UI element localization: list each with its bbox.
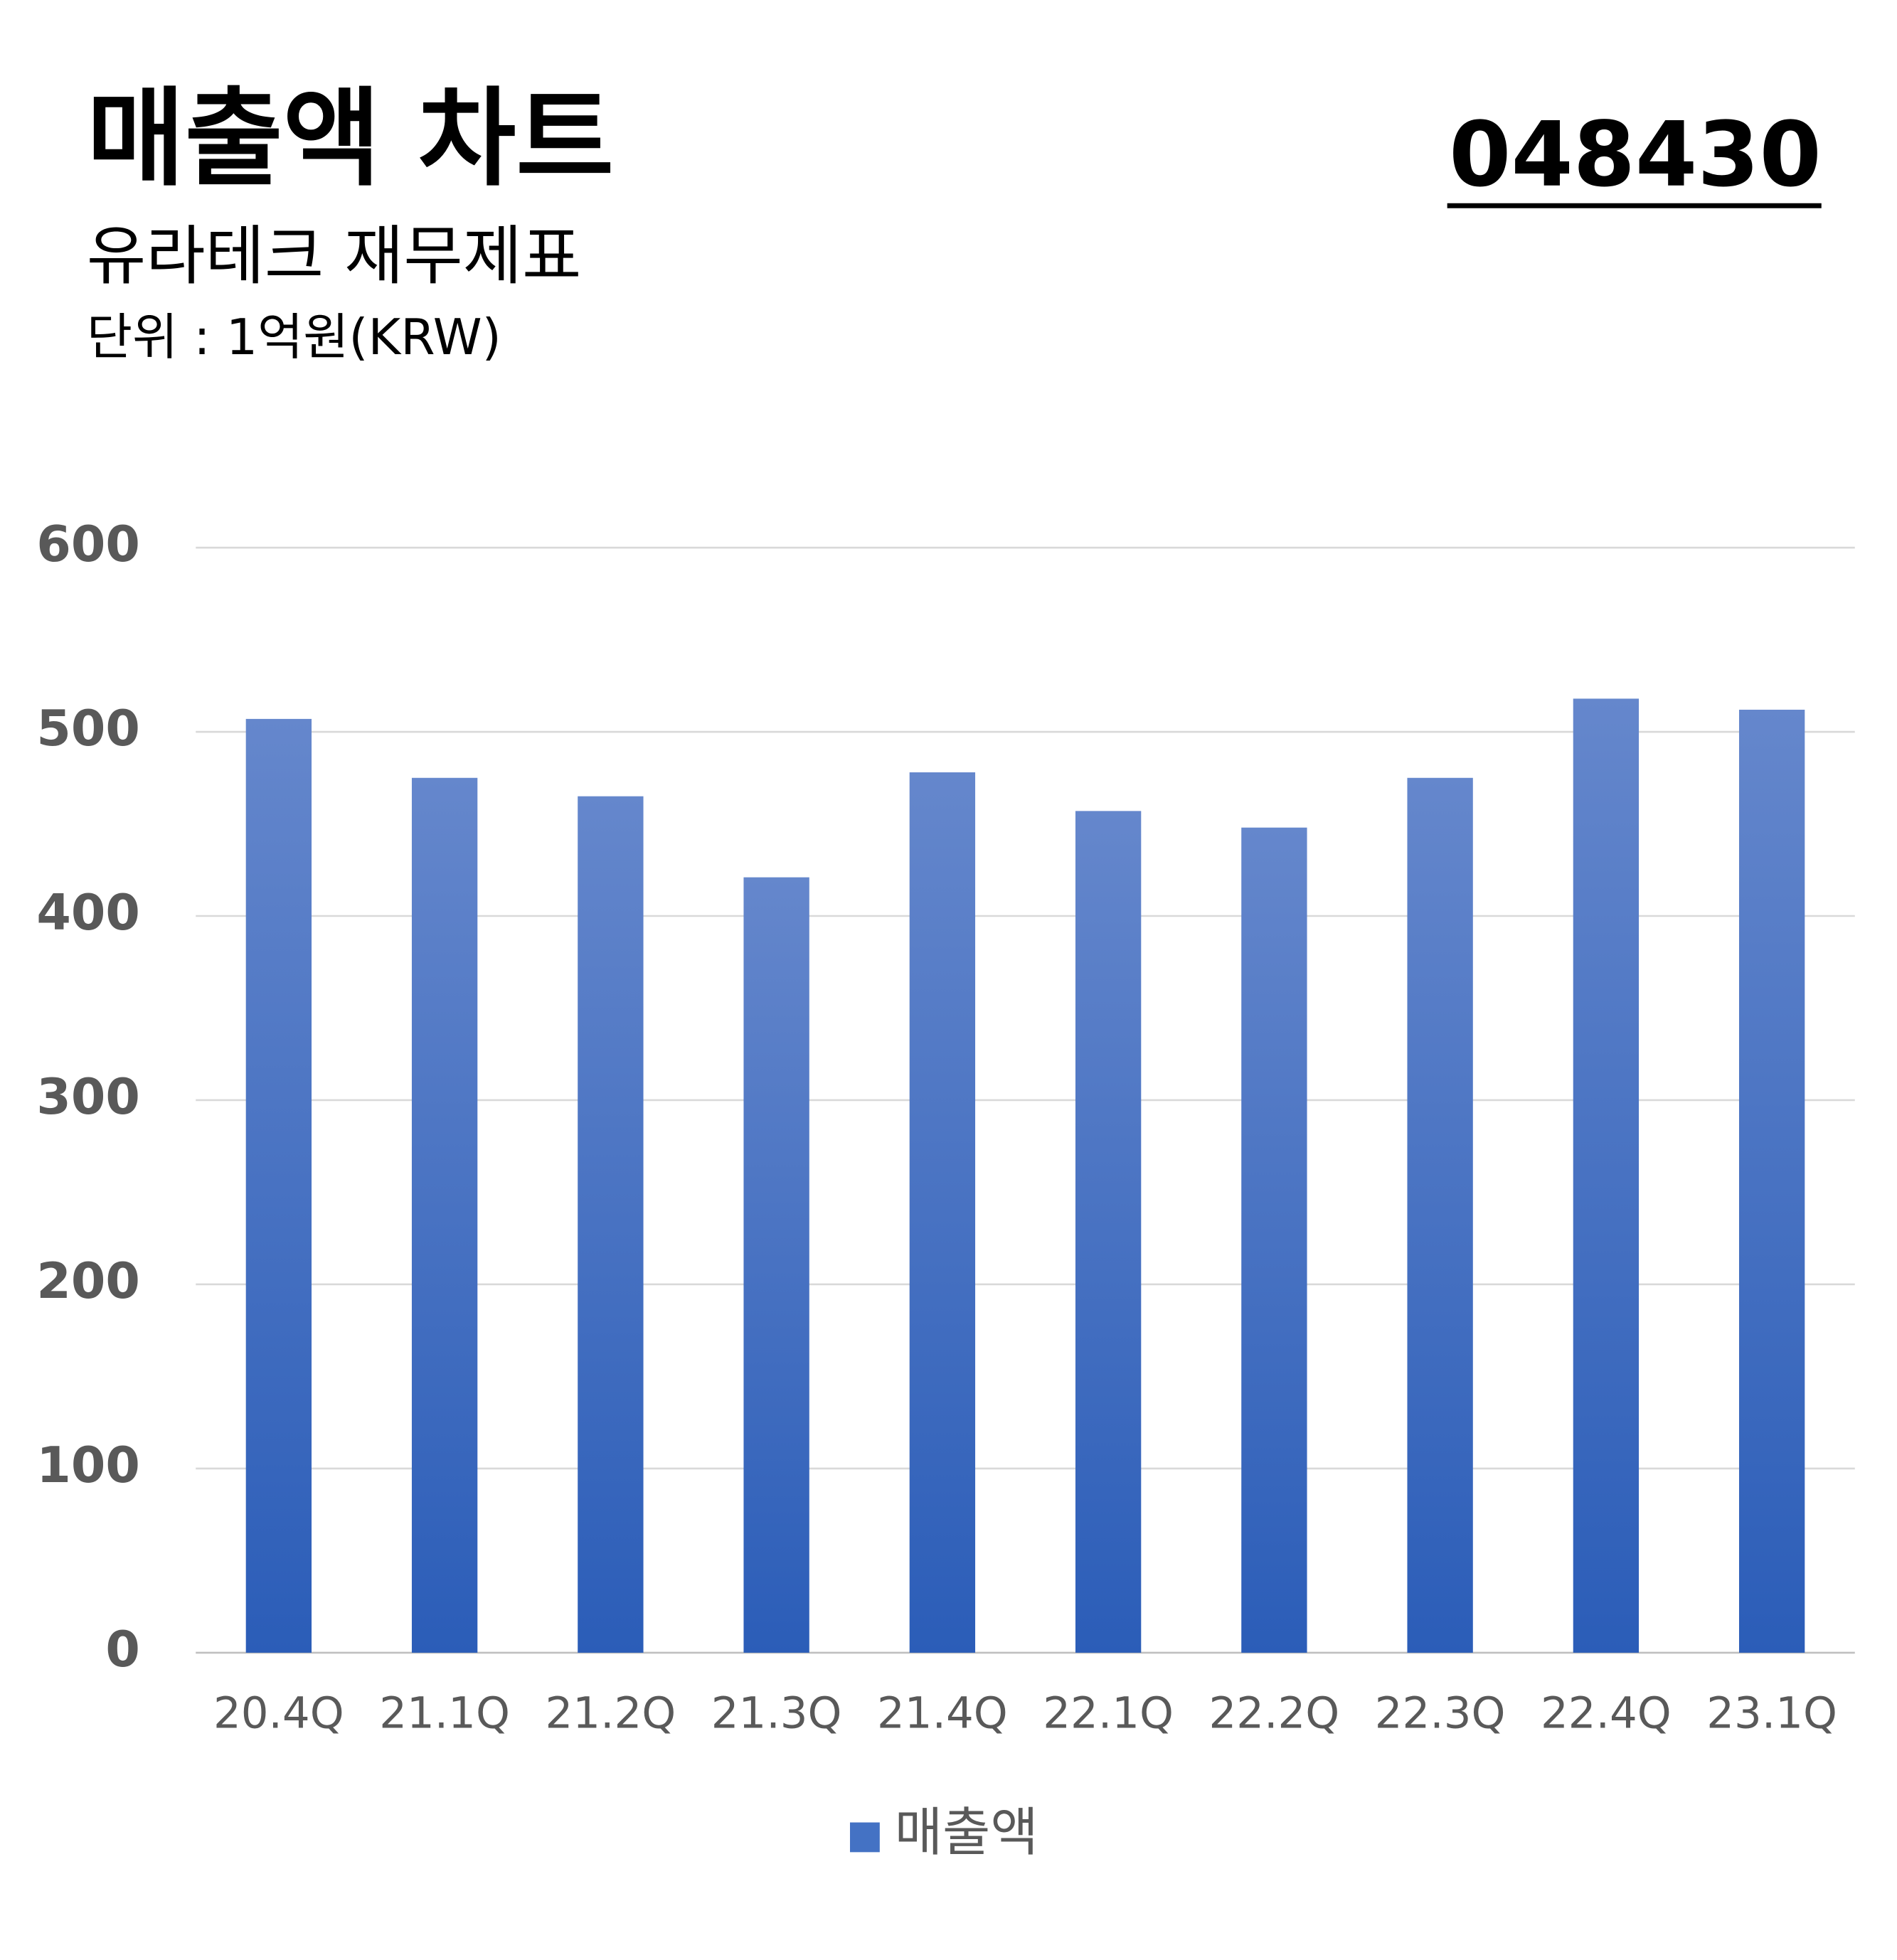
y-tick-label: 200 (36, 1252, 139, 1310)
x-tick-label: 22.2Q (1209, 1688, 1340, 1738)
y-tick-label: 400 (36, 884, 139, 942)
chart-title: 매출액 차트 (87, 78, 614, 201)
stock-code: 048430 (1449, 103, 1822, 207)
unit-label: 단위 : 1억원(KRW) (87, 309, 501, 366)
bar (743, 877, 809, 1653)
y-tick-label: 100 (36, 1437, 139, 1494)
bar (578, 796, 644, 1653)
bar (1573, 698, 1640, 1653)
x-tick-label: 23.1Q (1706, 1688, 1837, 1738)
x-tick-label: 22.3Q (1375, 1688, 1506, 1738)
x-tick-label: 21.2Q (546, 1688, 676, 1738)
x-tick-label: 22.1Q (1043, 1688, 1174, 1738)
x-tick-label: 21.4Q (877, 1688, 1008, 1738)
y-tick-label: 300 (36, 1068, 139, 1126)
y-tick-label: 0 (105, 1621, 139, 1678)
bar (909, 772, 976, 1653)
y-tick-label: 600 (36, 516, 139, 573)
x-tick-label: 22.4Q (1541, 1688, 1672, 1738)
x-tick-label: 21.3Q (711, 1688, 842, 1738)
bar (1738, 709, 1805, 1653)
bar (411, 777, 478, 1653)
bar (1241, 827, 1307, 1653)
subtitle: 유라테크 재무제표 (87, 219, 581, 294)
bar (1407, 777, 1473, 1653)
y-tick-label: 500 (36, 700, 139, 757)
bar (245, 718, 312, 1653)
x-tick-label: 20.4Q (213, 1688, 344, 1738)
legend-label: 매출액 (895, 1803, 1038, 1863)
bar (1075, 811, 1142, 1653)
x-tick-label: 21.1Q (379, 1688, 510, 1738)
legend-swatch (850, 1822, 880, 1853)
